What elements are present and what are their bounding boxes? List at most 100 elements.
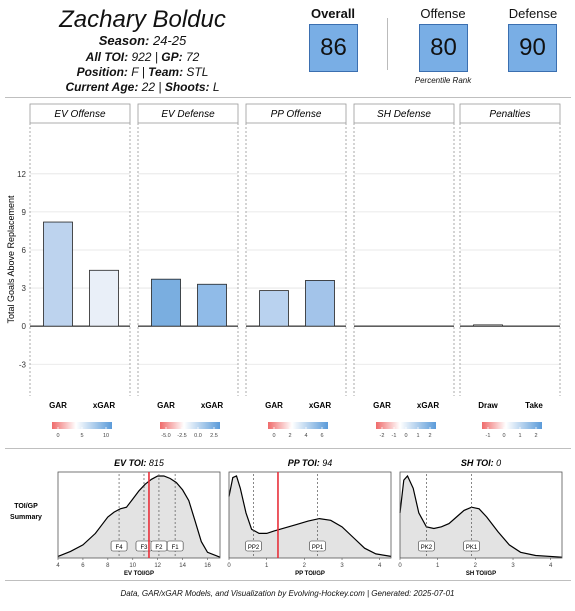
panel-header	[29, 103, 131, 124]
role-marker-label: F4	[116, 545, 124, 551]
team-value: STL	[186, 65, 209, 79]
position-value: F	[131, 65, 139, 79]
toi-label: All TOI:	[85, 50, 129, 64]
scale-tick-label: 5	[80, 433, 83, 439]
toi-panel-title: SH TOI: 0	[461, 458, 501, 468]
x-tick-label: 3	[511, 563, 515, 569]
gar-chart: Total Goals Above Replacement-3036912EV …	[6, 103, 561, 439]
panel-header	[137, 103, 239, 124]
x-tick-label: GAR	[373, 401, 391, 410]
shoots-label: Shoots:	[164, 80, 210, 94]
role-marker-label: F2	[155, 545, 163, 551]
x-tick-label: 14	[179, 563, 186, 569]
defense-score-box: 90	[508, 24, 557, 72]
role-marker-box	[166, 540, 184, 552]
offense-label: Offense	[420, 6, 466, 21]
x-tick-label: 1	[265, 563, 269, 569]
scale-tick-label: 0	[272, 433, 275, 439]
team-label: Team:	[148, 65, 184, 79]
position-label: Position:	[76, 65, 128, 79]
toi-panel-1: PP TOI: 94 PP2 PP1 0 1 2 3 4 PP TOI/GP	[227, 458, 392, 577]
season-value: 24-25	[152, 33, 187, 48]
overall-label: Overall	[310, 6, 356, 21]
x-tick-label: Take	[525, 401, 543, 410]
role-marker-label: F1	[172, 545, 180, 551]
x-tick-label: 4	[378, 563, 382, 569]
scale-tick-label: 1	[518, 433, 521, 439]
x-tick-label: 1	[436, 563, 440, 569]
season-label: Season:	[98, 33, 150, 48]
color-scale-bar	[376, 422, 436, 429]
x-tick-label: Draw	[478, 401, 498, 410]
toi-title-label: PP TOI:	[288, 458, 323, 468]
offense-score-box: 80	[419, 24, 468, 72]
panel-title: SH Defense	[377, 109, 431, 120]
scale-tick-label: 2	[288, 433, 291, 439]
y-tick-label: 9	[22, 208, 27, 217]
role-marker-label: PP1	[312, 545, 324, 551]
x-tick-label: 0	[398, 563, 402, 569]
age-value: 22	[141, 80, 156, 94]
panel-title: PP Offense	[271, 109, 322, 120]
x-tick-label: 0	[227, 563, 231, 569]
panel-title: Penalties	[489, 109, 530, 120]
separator: |	[141, 65, 145, 79]
y-tick-label: 3	[22, 284, 27, 293]
density-area	[229, 476, 391, 558]
role-marker-box	[463, 540, 480, 552]
x-tick-label: 4	[56, 563, 60, 569]
y-axis-label: TOI/GP	[14, 503, 38, 510]
score-divider	[387, 18, 388, 70]
x-tick-label: 8	[106, 563, 110, 569]
x-tick-label: GAR	[265, 401, 283, 410]
bar-gar	[43, 221, 73, 327]
season-line: Season: 24-25	[0, 33, 285, 48]
x-tick-label: 2	[303, 563, 307, 569]
role-marker-box	[309, 540, 326, 552]
panel-sh-defense: SH Defense GAR xGAR -2 -1 0 1 2	[353, 103, 455, 439]
toi-panel-0: EV TOI: 815 F4 F3 F2 F1 4 6 8 10 12 14 16 EV TOI/GP	[56, 458, 221, 577]
panel-header	[459, 103, 561, 124]
bar-gar	[259, 290, 289, 327]
panel-title: EV Defense	[161, 109, 215, 120]
scale-tick-label: 0	[502, 433, 505, 439]
scale-tick-label: 0	[56, 433, 59, 439]
x-tick-label: xGAR	[93, 401, 115, 410]
header-divider	[5, 97, 571, 98]
x-tick-label: 2	[474, 563, 478, 569]
bar-xgar	[89, 269, 119, 327]
x-tick-label: 6	[81, 563, 85, 569]
role-marker-label: PK2	[421, 545, 433, 551]
x-tick-label: xGAR	[309, 401, 331, 410]
player-name: Zachary Bolduc	[59, 6, 226, 33]
density-curve	[399, 474, 563, 558]
position-line: Position: F | Team: STL	[0, 65, 285, 79]
x-tick-label: GAR	[49, 401, 67, 410]
overall-score-box: 86	[309, 24, 358, 72]
role-marker-box	[110, 540, 128, 552]
panel-penalties: Penalties Draw Take -1 0 1 2	[459, 103, 561, 439]
y-tick-label: 12	[17, 170, 26, 179]
separator: |	[154, 50, 158, 64]
age-line: Current Age: 22 | Shoots: L	[0, 80, 285, 94]
middle-divider	[5, 448, 571, 449]
density-curve	[228, 475, 392, 557]
toi-title-label: EV TOI:	[114, 458, 149, 468]
panel-pp-offense: PP Offense GAR xGAR 0 2 4 6	[245, 103, 347, 439]
scale-tick-label: 4	[304, 433, 307, 439]
toi-panel-2: SH TOI: 0 PK2 PK1 0 1 2 3 4 SH TOI/GP	[398, 458, 563, 577]
scale-tick-label: 6	[320, 433, 323, 439]
percentile-label: Percentile Rank	[414, 76, 472, 85]
x-tick-label: 10	[129, 563, 136, 569]
role-marker-box	[245, 540, 262, 552]
toi-title-label: SH TOI:	[461, 458, 496, 468]
x-tick-label: xGAR	[201, 401, 223, 410]
toi-panel-frame	[399, 471, 563, 559]
role-marker-label: PK1	[466, 545, 478, 551]
x-tick-label: 16	[204, 563, 211, 569]
y-axis-label: Summary	[10, 514, 42, 521]
role-marker-label: PP2	[248, 545, 260, 551]
scale-tick-label: 1	[416, 433, 419, 439]
toi-panel-title: PP TOI: 94	[288, 458, 333, 468]
